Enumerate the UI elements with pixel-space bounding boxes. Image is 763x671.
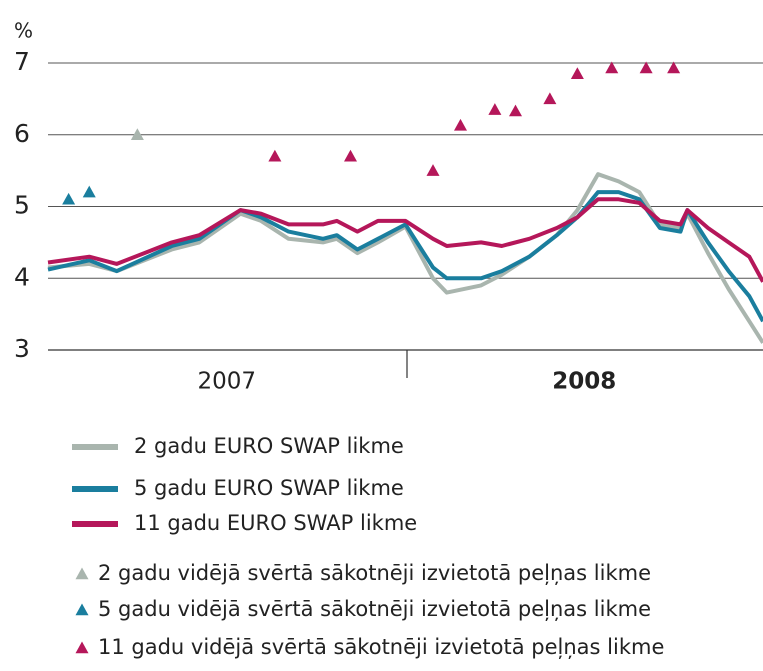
triangle-marker (454, 118, 467, 131)
x-label: 2008 (552, 369, 616, 395)
y-unit: % (14, 19, 33, 43)
legend-label: 2 gadu vidējā svērtā sākotnēji izvietotā… (98, 561, 651, 585)
triangle-marker (62, 192, 76, 205)
legend-swatch (75, 641, 89, 654)
triangle-marker (426, 164, 440, 176)
triangle-marker (605, 61, 619, 74)
triangle-marker (268, 149, 282, 162)
triangle-marker (543, 92, 557, 105)
triangle-marker (344, 149, 357, 162)
triangle-marker (509, 104, 522, 117)
legend-label: 2 gadu EURO SWAP likme (134, 434, 404, 458)
legend-swatch (75, 603, 89, 616)
legend-label: 11 gadu EURO SWAP likme (134, 511, 417, 535)
legend-label: 5 gadu vidējā svērtā sākotnēji izvietotā… (98, 597, 651, 621)
legend-label: 11 gadu vidējā svērtā sākotnēji izvietot… (98, 635, 664, 659)
triangle-marker (488, 103, 502, 115)
series-line (47, 172, 763, 344)
y-tick-label: 5 (14, 191, 30, 220)
triangle-marker (82, 185, 96, 198)
y-tick-label: 7 (14, 47, 30, 76)
triangle-marker (667, 61, 681, 74)
legend-label: 5 gadu EURO SWAP likme (134, 476, 404, 500)
triangle-marker (570, 67, 584, 79)
triangle-marker (130, 128, 144, 140)
y-tick-label: 4 (14, 262, 30, 291)
legend-swatch (75, 567, 89, 580)
triangle-marker (639, 61, 653, 74)
x-label: 2007 (197, 369, 256, 395)
y-tick-label: 3 (14, 334, 30, 363)
series-line (47, 197, 763, 283)
y-tick-label: 6 (14, 119, 30, 148)
